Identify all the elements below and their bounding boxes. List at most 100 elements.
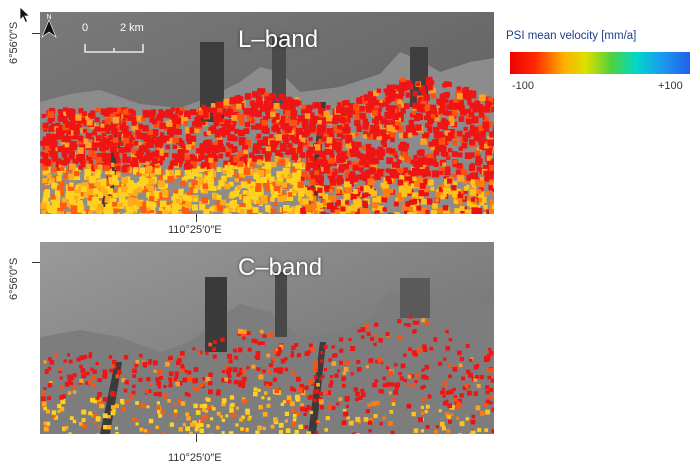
psi-point <box>128 212 135 214</box>
psi-point <box>254 339 258 343</box>
psi-point <box>121 121 126 126</box>
psi-point <box>234 178 239 183</box>
psi-point <box>44 160 51 166</box>
psi-point <box>342 371 347 375</box>
psi-point <box>442 162 447 167</box>
psi-point <box>345 404 349 408</box>
psi-point <box>79 422 83 426</box>
psi-point <box>308 394 314 400</box>
psi-point <box>279 119 285 125</box>
psi-point <box>173 412 178 417</box>
psi-point <box>193 367 199 372</box>
psi-point <box>416 160 424 168</box>
psi-point <box>335 129 340 134</box>
psi-point <box>43 140 51 148</box>
psi-point <box>236 103 242 110</box>
psi-point <box>160 155 165 161</box>
psi-point <box>483 170 489 176</box>
psi-point <box>62 427 66 432</box>
psi-point <box>271 191 279 198</box>
psi-point <box>91 197 99 204</box>
psi-point <box>68 113 76 121</box>
psi-point <box>334 209 341 214</box>
psi-point <box>465 132 471 138</box>
psi-point <box>370 190 377 197</box>
psi-point <box>256 133 262 139</box>
psi-point <box>190 109 197 116</box>
psi-point <box>479 131 486 138</box>
psi-point <box>281 182 288 188</box>
psi-point <box>269 93 277 100</box>
psi-point <box>421 207 427 213</box>
psi-point <box>178 155 185 162</box>
psi-point <box>308 379 314 385</box>
psi-point <box>199 144 205 150</box>
psi-point <box>145 155 152 162</box>
psi-point <box>188 182 193 187</box>
psi-point <box>305 204 313 212</box>
psi-point <box>243 196 251 203</box>
psi-point <box>375 400 380 406</box>
psi-point <box>393 390 399 395</box>
psi-point <box>331 406 336 410</box>
psi-point <box>374 210 380 214</box>
psi-point <box>363 94 370 101</box>
psi-point <box>103 165 110 172</box>
psi-point <box>278 159 286 166</box>
psi-point <box>339 199 347 206</box>
psi-point <box>290 350 294 354</box>
psi-point <box>458 105 465 112</box>
psi-point <box>478 104 483 109</box>
psi-point <box>147 209 154 214</box>
psi-point <box>331 354 335 358</box>
psi-point <box>222 399 227 404</box>
psi-point <box>103 425 108 430</box>
psi-point <box>427 84 433 91</box>
psi-point <box>151 203 157 208</box>
psi-point <box>80 186 87 192</box>
psi-point <box>92 369 97 374</box>
psi-point <box>329 380 334 384</box>
psi-point <box>69 182 74 187</box>
psi-point <box>201 197 208 204</box>
psi-point <box>59 116 65 122</box>
psi-point <box>184 154 191 161</box>
psi-point <box>365 144 372 151</box>
psi-point <box>181 203 188 210</box>
psi-point <box>281 194 287 200</box>
psi-point <box>195 121 202 128</box>
psi-point <box>432 170 440 178</box>
psi-point <box>275 150 282 156</box>
psi-point <box>459 393 464 398</box>
psi-point <box>415 177 421 184</box>
psi-point <box>467 101 472 106</box>
psi-point <box>398 186 405 193</box>
psi-point <box>374 334 378 338</box>
psi-point <box>249 186 254 191</box>
psi-point <box>375 359 379 364</box>
psi-point <box>197 148 204 154</box>
psi-point <box>386 382 390 386</box>
psi-point <box>379 422 383 426</box>
psi-point <box>76 157 82 163</box>
psi-point <box>95 168 101 175</box>
psi-point <box>424 364 430 370</box>
psi-point <box>102 190 109 197</box>
psi-point <box>343 192 351 200</box>
psi-point <box>261 341 265 345</box>
psi-point <box>291 370 296 376</box>
psi-point <box>311 180 316 185</box>
psi-point <box>201 120 206 126</box>
psi-point <box>284 104 289 109</box>
psi-point <box>123 132 129 138</box>
psi-point <box>88 354 92 359</box>
psi-point <box>265 146 271 152</box>
psi-point <box>418 150 425 157</box>
psi-point <box>105 196 112 203</box>
psi-point <box>465 417 470 421</box>
psi-point <box>257 169 265 177</box>
psi-point <box>213 119 220 126</box>
psi-point <box>306 163 311 169</box>
psi-point <box>407 177 415 185</box>
psi-point <box>76 357 81 362</box>
